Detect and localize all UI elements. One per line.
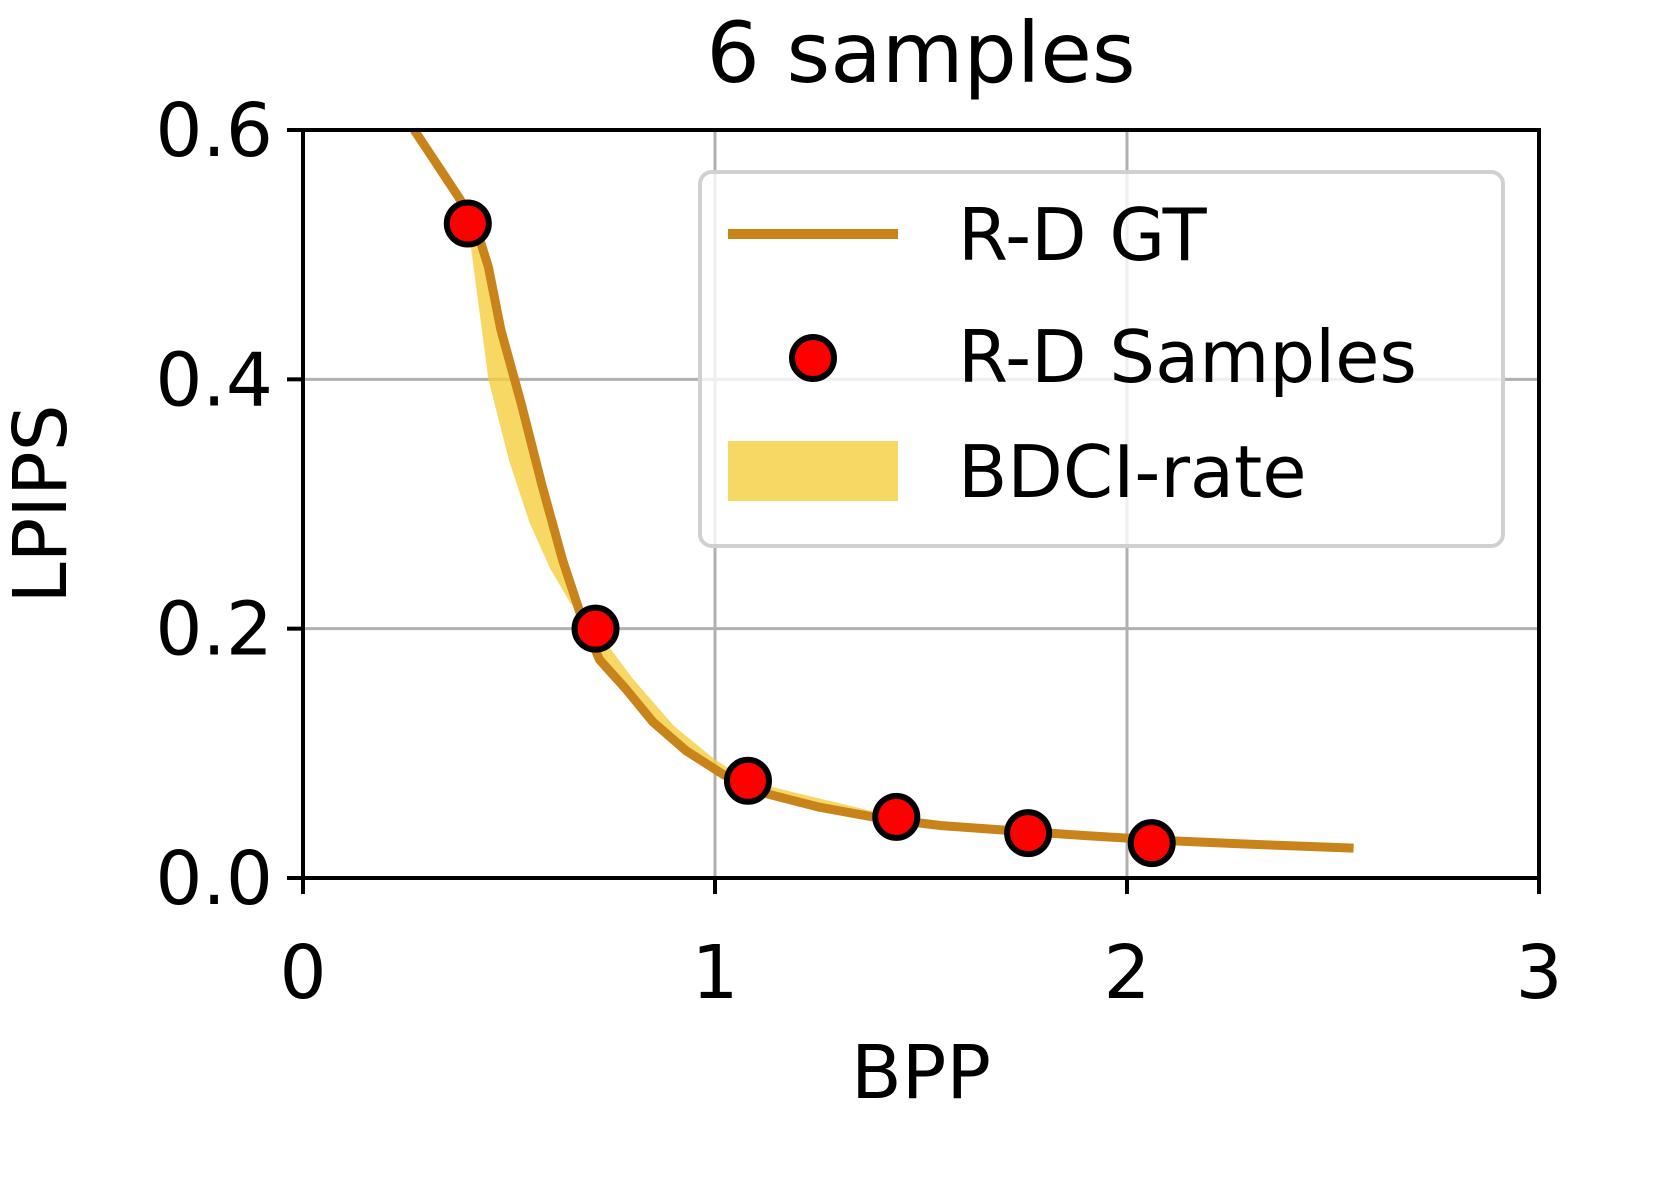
legend-label-rd-gt: R-D GT <box>958 193 1208 277</box>
legend-box <box>698 170 1505 548</box>
rd-sample-point <box>872 792 921 841</box>
plot-frame <box>301 128 1541 880</box>
legend: R-D GT R-D Samples BDCI-rate <box>698 170 1505 548</box>
chart-title: 6 samples <box>706 4 1135 102</box>
legend-label-rd-samples: R-D Samples <box>958 315 1417 399</box>
x-tick-label: 2 <box>1103 930 1150 1016</box>
x-axis-label: BPP <box>851 1030 991 1116</box>
rd-samples-points <box>443 199 1176 868</box>
rd-sample-point <box>1004 809 1053 858</box>
rd-sample-point <box>723 756 772 805</box>
y-tick-label: 0.6 <box>155 88 273 174</box>
y-tick-label: 0.0 <box>155 836 273 922</box>
x-tick-label: 0 <box>279 930 326 1016</box>
y-tick-label: 0.2 <box>155 587 273 673</box>
y-axis-label: LPIPS <box>0 404 84 603</box>
y-tick-label: 0.4 <box>155 337 273 423</box>
x-tick-label: 1 <box>691 930 738 1016</box>
rd-sample-point <box>1127 819 1176 868</box>
legend-label-bdci-rate: BDCI-rate <box>958 430 1307 514</box>
tick-labels: 0 1 2 3 0.0 0.2 0.4 0.6 <box>155 88 1562 1016</box>
x-tick-label: 3 <box>1515 930 1562 1016</box>
rd-sample-point <box>571 604 620 653</box>
legend-swatch-rd-samples <box>789 334 837 382</box>
legend-swatch-bdci-rate <box>728 441 898 501</box>
axis-ticks <box>287 128 1541 894</box>
rd-sample-point <box>443 199 492 248</box>
